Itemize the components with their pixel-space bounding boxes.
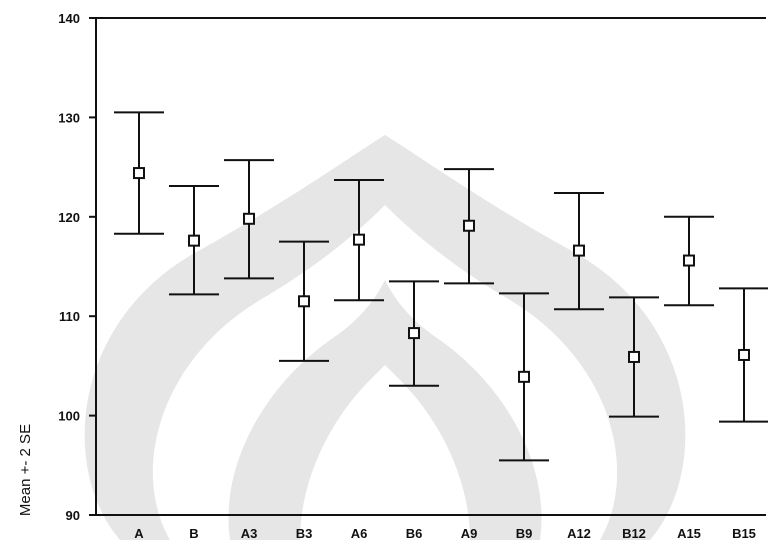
x-tick-label: B xyxy=(189,526,198,541)
mean-marker xyxy=(738,348,750,361)
y-tick-label: 120 xyxy=(58,210,80,225)
error-bar-group xyxy=(664,215,714,307)
mean-marker xyxy=(628,350,640,363)
x-tick-label: A xyxy=(134,526,144,541)
x-tick-label: B12 xyxy=(622,526,646,541)
x-tick-label: B3 xyxy=(296,526,313,541)
error-bar-group xyxy=(224,159,274,280)
x-tick-label: A12 xyxy=(567,526,591,541)
x-tick-label: A15 xyxy=(677,526,701,541)
mean-marker xyxy=(353,233,365,246)
error-bar-group xyxy=(444,168,494,285)
mean-marker xyxy=(518,370,530,383)
x-labels: A B A3 B3 A6 B6 A9 B9 A12 B12 A15 B15 xyxy=(134,526,756,541)
mean-marker xyxy=(133,167,145,180)
mean-marker xyxy=(683,254,695,267)
mean-marker xyxy=(188,234,200,247)
y-tick-label: 110 xyxy=(59,309,80,324)
mean-marker xyxy=(298,295,310,308)
error-bar-group xyxy=(609,296,659,418)
error-bars xyxy=(114,111,768,462)
x-tick-label: B15 xyxy=(732,526,756,541)
x-tick-label: A9 xyxy=(461,526,478,541)
error-bar-group xyxy=(389,280,439,387)
error-bar-group xyxy=(499,292,549,462)
error-bar-group xyxy=(554,191,604,311)
watermark-emblem xyxy=(84,135,686,540)
y-tick-label: 100 xyxy=(58,409,80,424)
y-tick-label: 130 xyxy=(58,110,80,125)
y-tick-label: 90 xyxy=(66,508,80,523)
error-bar-group xyxy=(334,179,384,302)
y-axis-title: Mean +- 2 SE xyxy=(17,424,34,516)
error-bar-group xyxy=(279,240,329,362)
x-tick-label: A3 xyxy=(241,526,258,541)
y-ticks: 90 100 110 120 130 140 xyxy=(58,11,96,523)
error-bar-group xyxy=(719,287,768,423)
error-bar-group xyxy=(169,184,219,296)
x-tick-label: B6 xyxy=(406,526,423,541)
x-tick-label: B9 xyxy=(516,526,533,541)
y-tick-label: 140 xyxy=(58,11,80,26)
mean-marker xyxy=(573,244,585,257)
mean-marker xyxy=(463,219,475,232)
mean-marker xyxy=(243,212,255,225)
axes xyxy=(95,17,766,516)
mean-marker xyxy=(408,327,420,340)
error-bar-group xyxy=(114,111,164,235)
x-tick-label: A6 xyxy=(351,526,368,541)
